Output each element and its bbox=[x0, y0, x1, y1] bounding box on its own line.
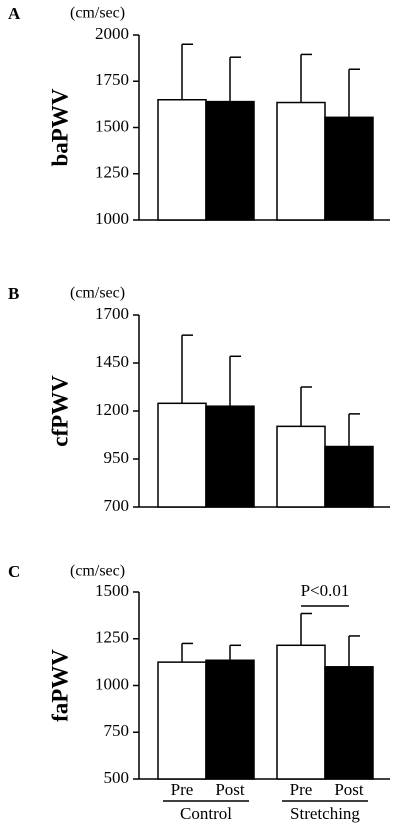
y-tick-label: 2000 bbox=[95, 24, 129, 43]
y-tick-label: 1750 bbox=[95, 70, 129, 89]
y-tick-label: 750 bbox=[104, 721, 130, 740]
unit-label: (cm/sec) bbox=[70, 285, 125, 302]
y-axis-label: faPWV bbox=[47, 649, 72, 722]
y-axis-label: cfPWV bbox=[47, 375, 72, 447]
series-label: Post bbox=[215, 780, 245, 799]
y-tick-label: 1250 bbox=[95, 628, 129, 647]
y-tick-label: 1500 bbox=[95, 581, 129, 600]
panel-label: A bbox=[8, 4, 21, 23]
y-tick-label: 500 bbox=[104, 768, 130, 787]
x-tick-label: Control bbox=[180, 804, 232, 823]
y-tick-label: 1450 bbox=[95, 352, 129, 371]
bar bbox=[205, 659, 255, 780]
y-tick-label: 1700 bbox=[95, 304, 129, 323]
panel-label: B bbox=[8, 284, 19, 303]
y-tick-label: 1250 bbox=[95, 163, 129, 182]
bar bbox=[157, 402, 207, 508]
bar bbox=[276, 425, 326, 508]
bar bbox=[324, 116, 374, 221]
y-tick-label: 950 bbox=[104, 448, 130, 467]
panel-label: C bbox=[8, 562, 20, 581]
bar bbox=[157, 661, 207, 780]
bar bbox=[276, 101, 326, 221]
bar bbox=[324, 445, 374, 508]
y-tick-label: 1200 bbox=[95, 400, 129, 419]
y-axis-label: baPWV bbox=[47, 88, 72, 166]
y-tick-label: 1000 bbox=[95, 209, 129, 228]
y-tick-label: 1500 bbox=[95, 116, 129, 135]
bar bbox=[276, 644, 326, 780]
x-tick-label: Stretching bbox=[290, 804, 360, 823]
series-label: Pre bbox=[171, 780, 194, 799]
series-label: Pre bbox=[290, 780, 313, 799]
y-tick-label: 700 bbox=[104, 496, 130, 515]
series-label: Post bbox=[334, 780, 364, 799]
bar bbox=[205, 100, 255, 221]
bar bbox=[157, 99, 207, 221]
y-tick-label: 1000 bbox=[95, 674, 129, 693]
bar bbox=[205, 405, 255, 508]
bar bbox=[324, 666, 374, 780]
unit-label: (cm/sec) bbox=[70, 5, 125, 22]
unit-label: (cm/sec) bbox=[70, 563, 125, 580]
annotation: P<0.01 bbox=[301, 581, 350, 600]
